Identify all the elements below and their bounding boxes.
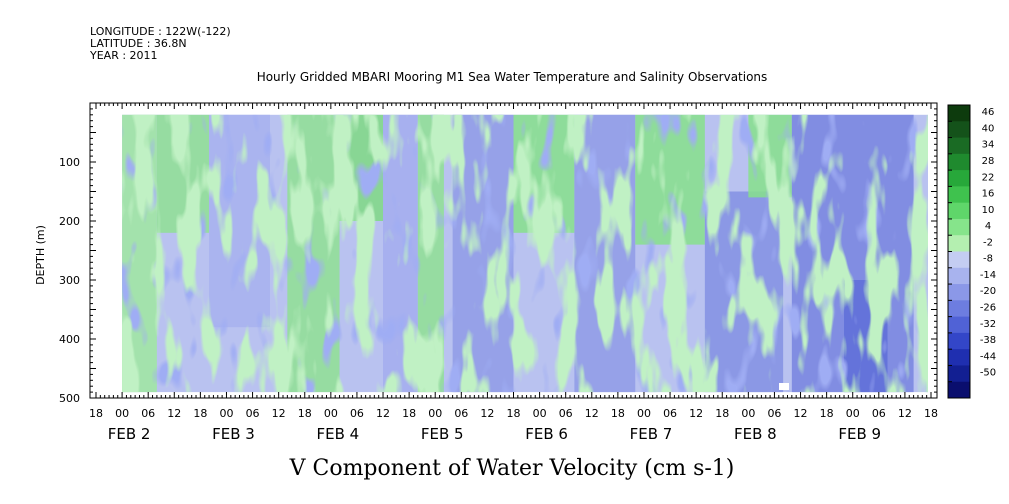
x-hour-label: 12	[689, 407, 703, 420]
x-hour-label: 12	[167, 407, 181, 420]
colorbar-swatch	[948, 170, 970, 187]
x-hour-label: 18	[507, 407, 521, 420]
colorbar-tick-label: 4	[985, 221, 991, 232]
colorbar-tick-label: -38	[980, 335, 996, 346]
x-hour-label: 00	[219, 407, 233, 420]
colorbar-swatch	[948, 267, 970, 285]
x-hour-label: 00	[741, 407, 755, 420]
x-hour-label: 18	[402, 407, 416, 420]
y-tick-label: 300	[59, 274, 80, 287]
colorbar-swatch	[948, 202, 970, 220]
colorbar-swatch	[948, 284, 970, 301]
colorbar-swatch	[948, 251, 970, 269]
colorbar-swatch	[948, 332, 970, 350]
x-hour-label: 06	[559, 407, 573, 420]
colorbar	[947, 104, 971, 399]
x-hour-labels: 18 00 06 12 18 00 06 12 18 00 06 12 18 00 06 12 18 00 06 12…	[89, 407, 938, 420]
y-tick-label: 100	[59, 156, 80, 169]
y-tick-label: 200	[59, 215, 80, 228]
chart-title: Hourly Gridded MBARI Mooring M1 Sea Wate…	[257, 70, 768, 84]
x-hour-label: 18	[611, 407, 625, 420]
y-tick-label: 400	[59, 333, 80, 346]
colorbar-swatch	[948, 137, 970, 155]
plot-area	[89, 102, 938, 399]
x-hour-label: 00	[846, 407, 860, 420]
colorbar-swatch	[948, 218, 970, 236]
x-hour-label: 00	[115, 407, 129, 420]
x-day-label: FEB 6	[525, 425, 568, 443]
x-hour-label: 06	[350, 407, 364, 420]
x-day-label: FEB 3	[212, 425, 255, 443]
x-hour-label: 00	[533, 407, 547, 420]
x-day-labels: FEB 2 FEB 3 FEB 4 FEB 5 FEB 6 FEB 7 FEB 8 FEB 9	[108, 425, 881, 443]
x-hour-label: 18	[298, 407, 312, 420]
y-axis-ticks	[90, 102, 937, 399]
x-hour-label: 12	[585, 407, 599, 420]
x-hour-label: 00	[637, 407, 651, 420]
x-axis-label: V Component of Water Velocity (cm s-1)	[289, 456, 735, 481]
colorbar-tick-label: 22	[982, 172, 995, 183]
longitude-label: LONGITUDE : 122W(-122)	[90, 25, 231, 38]
x-day-label: FEB 4	[316, 425, 359, 443]
x-hour-label: 18	[193, 407, 207, 420]
x-hour-label: 18	[924, 407, 938, 420]
colorbar-swatch	[948, 235, 970, 252]
x-hour-label: 12	[898, 407, 912, 420]
x-hour-label: 06	[872, 407, 886, 420]
x-hour-label: 12	[272, 407, 286, 420]
colorbar-swatch	[948, 365, 970, 383]
y-axis-label: DEPTH (m)	[34, 225, 47, 285]
colorbar-tick-label: -20	[980, 286, 996, 297]
x-hour-label: 06	[454, 407, 468, 420]
colorbar-tick-label: -14	[980, 270, 996, 281]
y-tick-label: 500	[59, 392, 80, 405]
colorbar-swatch	[948, 153, 970, 171]
x-hour-label: 18	[715, 407, 729, 420]
colorbar-tick-label: 10	[982, 205, 995, 216]
x-hour-label: 12	[376, 407, 390, 420]
colorbar-tick-label: -26	[980, 302, 996, 313]
colorbar-swatch	[948, 349, 970, 366]
colorbar-labels: 46 40 34 28 22 16 10 4 -2 -8 -14 -20 -26 -32 -38 -44 -50	[948, 107, 996, 383]
x-hour-label: 06	[767, 407, 781, 420]
colorbar-tick-label: -50	[980, 368, 996, 379]
colorbar-swatch	[948, 186, 970, 204]
x-hour-label: 06	[141, 407, 155, 420]
x-day-label: FEB 9	[838, 425, 881, 443]
x-hour-label: 06	[246, 407, 260, 420]
colorbar-swatch	[948, 316, 970, 334]
colorbar-tick-label: -32	[980, 319, 996, 330]
velocity-field-noise-positive	[122, 114, 928, 393]
colorbar-tick-label: 34	[982, 140, 995, 151]
colorbar-tick-label: 46	[982, 107, 995, 118]
x-hour-label: 00	[324, 407, 338, 420]
x-day-label: FEB 2	[108, 425, 151, 443]
missing-data-patch	[779, 383, 789, 390]
x-hour-label: 12	[794, 407, 808, 420]
colorbar-tick-label: -8	[983, 254, 993, 265]
x-hour-label: 18	[89, 407, 103, 420]
colorbar-tick-label: 16	[982, 189, 995, 200]
colorbar-swatch	[948, 381, 970, 399]
x-hour-label: 06	[663, 407, 677, 420]
colorbar-swatch	[948, 105, 970, 122]
colorbar-swatch	[948, 300, 970, 318]
colorbar-tick-label: -2	[983, 237, 993, 248]
x-hour-label: 18	[820, 407, 834, 420]
x-day-label: FEB 7	[630, 425, 673, 443]
colorbar-tick-label: 40	[982, 123, 995, 134]
x-day-label: FEB 5	[421, 425, 464, 443]
colorbar-tick-label: 28	[982, 156, 995, 167]
colorbar-swatch	[948, 121, 970, 139]
year-label: YEAR : 2011	[89, 49, 158, 62]
colorbar-tick-label: -44	[980, 351, 996, 362]
latitude-label: LATITUDE : 36.8N	[90, 37, 187, 50]
x-hour-label: 12	[480, 407, 494, 420]
x-day-label: FEB 8	[734, 425, 777, 443]
x-axis-ticks	[95, 103, 932, 398]
x-hour-label: 00	[428, 407, 442, 420]
y-tick-labels: 100 200 300 400 500	[59, 156, 80, 405]
